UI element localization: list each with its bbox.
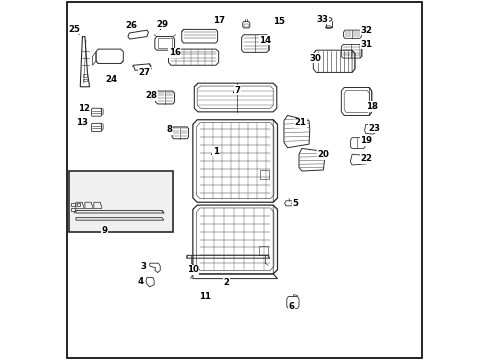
Text: 18: 18	[365, 102, 377, 111]
Bar	[158, 38, 172, 48]
Text: 19: 19	[360, 136, 372, 145]
Text: 28: 28	[145, 91, 157, 100]
Text: 21: 21	[293, 118, 305, 127]
Text: 26: 26	[125, 21, 137, 30]
Text: 4: 4	[137, 276, 143, 285]
Bar	[69, 171, 173, 232]
Bar	[259, 170, 268, 179]
Text: 27: 27	[138, 68, 150, 77]
Text: 20: 20	[317, 150, 328, 159]
Text: 5: 5	[292, 199, 298, 208]
Bar	[77, 203, 80, 206]
Text: 2: 2	[223, 278, 229, 287]
Text: 32: 32	[360, 26, 372, 35]
Text: 9: 9	[102, 226, 107, 235]
Text: 24: 24	[105, 75, 118, 84]
Text: 33: 33	[316, 15, 328, 24]
Text: 29: 29	[156, 19, 168, 28]
Text: 12: 12	[78, 104, 90, 113]
Text: 11: 11	[199, 292, 211, 301]
Text: 1: 1	[212, 147, 218, 156]
Bar	[71, 208, 74, 211]
Text: 23: 23	[367, 123, 380, 132]
Text: 13: 13	[76, 118, 88, 127]
Bar	[83, 78, 87, 81]
Text: 14: 14	[259, 36, 271, 45]
Text: 17: 17	[213, 16, 225, 25]
Text: 8: 8	[166, 125, 173, 134]
Bar	[83, 74, 87, 77]
Text: 7: 7	[234, 86, 240, 95]
Text: 25: 25	[68, 25, 81, 34]
Text: 30: 30	[309, 54, 321, 63]
Text: 22: 22	[360, 154, 372, 163]
Text: 15: 15	[272, 17, 284, 26]
Text: 3: 3	[140, 262, 146, 271]
Bar	[258, 246, 267, 255]
Text: 6: 6	[287, 302, 293, 311]
Text: 10: 10	[186, 265, 198, 274]
Text: 16: 16	[168, 48, 180, 57]
Bar	[71, 203, 75, 206]
Text: 31: 31	[360, 40, 372, 49]
